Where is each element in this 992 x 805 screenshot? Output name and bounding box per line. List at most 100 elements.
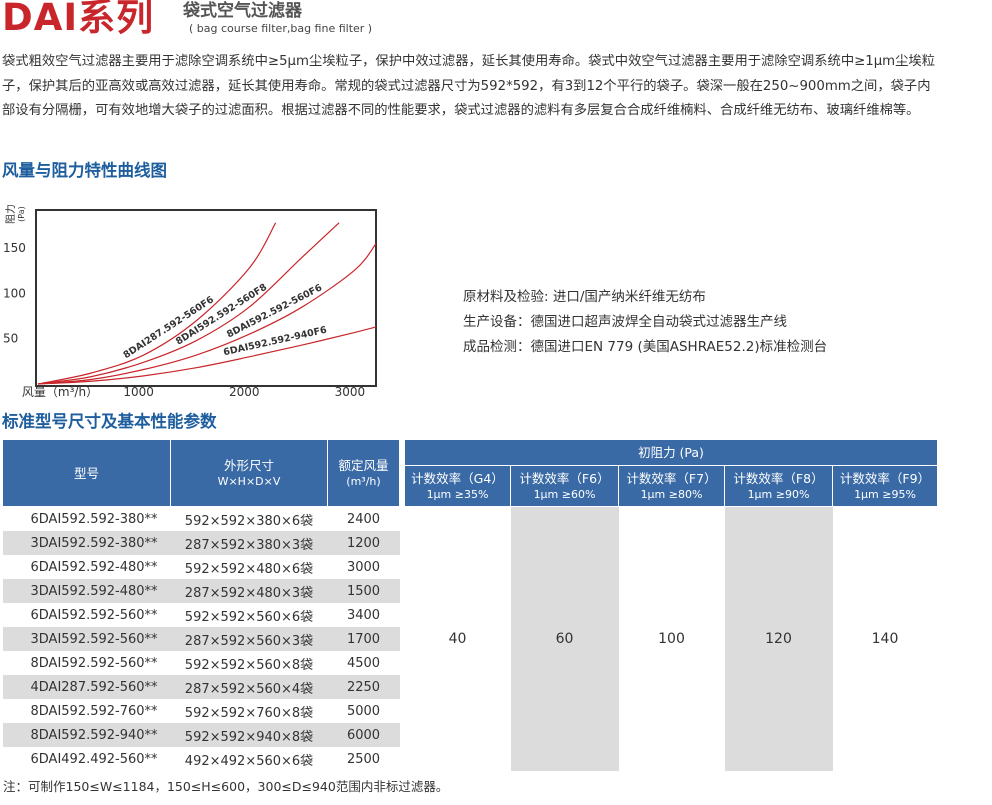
product-title-en: ( bag course filter,bag fine filter ) <box>189 22 373 35</box>
x-tick-label: 2000 <box>229 385 260 399</box>
header-class-label: 计数效率（F8） <box>733 470 824 486</box>
table-section-title: 标准型号尺寸及基本性能参数 <box>2 412 217 431</box>
brand-name: DAI <box>2 0 79 39</box>
gap-cell <box>399 723 405 747</box>
size-cell: 287×592×380×3袋 <box>170 531 328 555</box>
header-class-label: 计数效率（F9） <box>839 470 931 486</box>
resistance-value-3: 120 <box>724 506 833 771</box>
series-line <box>37 222 277 385</box>
model-cell: 3DAI592.592-560** <box>2 627 171 651</box>
y-tick-label: 100 <box>3 286 26 300</box>
size-cell: 592×592×480×6袋 <box>170 555 328 579</box>
x-axis-label: 风量（m³/h） <box>22 385 98 399</box>
x-tick-label: 1000 <box>123 385 154 399</box>
footnote: 注：可制作150≤W≤1184，150≤H≤600，300≤D≤940范围内非标… <box>3 779 449 794</box>
flow-cell: 1200 <box>327 531 400 555</box>
header-class-label: 计数效率（G4） <box>411 470 504 486</box>
table-row: 6DAI492.492-560** 492×492×560×6袋 2500 <box>2 747 938 771</box>
x-tick-label: 3000 <box>335 385 366 399</box>
gap-cell <box>399 603 405 627</box>
gap-cell <box>399 506 405 531</box>
chart-series-lines <box>37 222 377 385</box>
header-class-label: 计数效率（F6） <box>519 470 610 486</box>
header-model: 型号 <box>2 439 171 507</box>
table-row: 8DAI592.592-940** 592×592×940×8袋 6000 <box>2 723 938 747</box>
model-cell: 8DAI592.592-560** <box>2 651 171 675</box>
header-class-efficiency: 1μm ≥80% <box>640 487 703 501</box>
y-tick-label: 50 <box>3 332 18 346</box>
header-class-1: 计数效率（F6） 1μm ≥60% <box>510 465 619 507</box>
flow-cell: 1500 <box>327 579 400 603</box>
chart-y-axis-label: 阻力 (Pa) <box>4 204 26 224</box>
size-cell: 592×592×940×8袋 <box>170 723 328 747</box>
flow-cell: 3400 <box>327 603 400 627</box>
size-cell: 287×592×480×3袋 <box>170 579 328 603</box>
header-size: 外形尺寸 W×H×D×V <box>170 439 328 507</box>
y-axis-label-line2: (Pa) <box>17 206 26 222</box>
table-row: 3DAI592.592-560** 287×592×560×3袋 1700 <box>2 627 938 651</box>
table-row: 6DAI592.592-480** 592×592×480×6袋 3000 <box>2 555 938 579</box>
gap-cell <box>399 699 405 723</box>
resistance-value-4: 140 <box>832 506 938 771</box>
header-class-2: 计数效率（F7） 1μm ≥80% <box>618 465 725 507</box>
intro-paragraph: 袋式粗效空气过滤器主要用于滤除空调系统中≥5μm尘埃粒子，保护中效过滤器，延长其… <box>2 54 936 118</box>
size-cell: 492×492×560×6袋 <box>170 747 328 771</box>
model-cell: 6DAI492.492-560** <box>2 747 171 771</box>
chart-section-title: 风量与阻力特性曲线图 <box>2 161 167 180</box>
model-cell: 4DAI287.592-560** <box>2 675 171 699</box>
size-cell: 592×592×560×6袋 <box>170 603 328 627</box>
header-gap <box>399 439 405 507</box>
header-class-efficiency: 1μm ≥60% <box>533 487 596 501</box>
flow-cell: 1700 <box>327 627 400 651</box>
header-class-0: 计数效率（G4） 1μm ≥35% <box>404 465 511 507</box>
header-flow-line1: 额定风量 <box>338 457 389 473</box>
header-size-line2: W×H×D×V <box>217 474 281 488</box>
flow-cell: 2250 <box>327 675 400 699</box>
model-cell: 6DAI592.592-560** <box>2 603 171 627</box>
flow-cell: 4500 <box>327 651 400 675</box>
series-line <box>37 326 377 385</box>
size-cell: 592×592×560×8袋 <box>170 651 328 675</box>
gap-cell <box>399 651 405 675</box>
header-class-efficiency: 1μm ≥90% <box>747 487 810 501</box>
table-row: 6DAI592.592-560** 592×592×560×6袋 3400 <box>2 603 938 627</box>
header-resistance: 初阻力 (Pa) <box>404 438 938 467</box>
gap-cell <box>399 675 405 699</box>
gap-cell <box>399 531 405 555</box>
table-row: 8DAI592.592-760** 592×592×760×8袋 5000 <box>2 699 938 723</box>
header-class-label: 计数效率（F7） <box>626 470 717 486</box>
gap-cell <box>399 555 405 579</box>
gap-cell <box>399 747 405 771</box>
resistance-value-2: 100 <box>618 506 725 771</box>
chart-frame <box>35 209 377 387</box>
table-row: 3DAI592.592-380** 287×592×380×3袋 1200 <box>2 531 938 555</box>
model-cell: 8DAI592.592-760** <box>2 699 171 723</box>
gap-cell <box>399 579 405 603</box>
size-cell: 592×592×380×6袋 <box>170 506 328 531</box>
flow-cell: 3000 <box>327 555 400 579</box>
brand-series: 系列 <box>78 0 155 39</box>
product-title-cn: 袋式空气过滤器 <box>183 1 302 21</box>
flow-cell: 5000 <box>327 699 400 723</box>
resistance-value-0: 40 <box>404 506 511 771</box>
header-flow: 额定风量 (m³/h) <box>327 439 400 507</box>
header-size-line1: 外形尺寸 <box>223 457 274 473</box>
size-cell: 592×592×760×8袋 <box>170 699 328 723</box>
spec-testing: 成品检测：德国进口EN 779 (美国ASHRAE52.2)标准检测台 <box>463 339 828 355</box>
table-row: 6DAI592.592-380** 592×592×380×6袋 2400 40 60 1… <box>2 506 938 771</box>
header-flow-line2: (m³/h) <box>346 474 381 488</box>
table-row: 4DAI287.592-560** 287×592×560×4袋 2250 <box>2 675 938 699</box>
header-class-efficiency: 1μm ≥35% <box>426 487 489 501</box>
resistance-value-1: 60 <box>510 506 619 771</box>
series-line <box>37 222 340 385</box>
spec-equipment: 生产设备：德国进口超声波焊全自动袋式过滤器生产线 <box>463 314 787 330</box>
brand-title: DAI系列 <box>2 0 154 40</box>
flow-cell: 2500 <box>327 747 400 771</box>
chart-x-ticks: 1000 2000 3000 <box>123 385 365 399</box>
spec-material: 原材料及检验: 进口/国产纳米纤维无纺布 <box>463 289 706 305</box>
header-class-3: 计数效率（F8） 1μm ≥90% <box>724 465 833 507</box>
size-cell: 287×592×560×3袋 <box>170 627 328 651</box>
flow-cell: 6000 <box>327 723 400 747</box>
table-row: 8DAI592.592-560** 592×592×560×8袋 4500 <box>2 651 938 675</box>
